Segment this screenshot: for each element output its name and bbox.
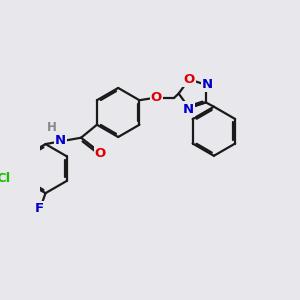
Text: F: F — [35, 202, 44, 215]
Text: O: O — [95, 147, 106, 161]
Text: O: O — [151, 91, 162, 104]
Text: N: N — [55, 134, 66, 147]
Text: Cl: Cl — [0, 172, 11, 185]
Text: O: O — [183, 73, 195, 86]
Text: N: N — [202, 78, 213, 91]
Text: N: N — [182, 103, 194, 116]
Text: H: H — [47, 122, 57, 134]
